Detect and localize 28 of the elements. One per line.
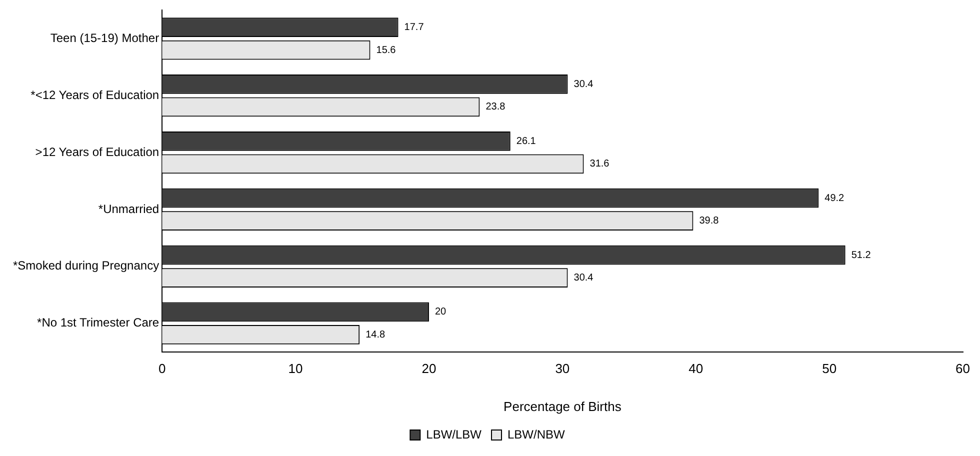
x-axis-title: Percentage of Births <box>504 398 622 414</box>
data-label: 31.6 <box>590 158 610 170</box>
data-label: 20 <box>434 306 447 318</box>
x-tick-label: 60 <box>956 361 970 376</box>
y-tick-label: *Smoked during Pregnancy <box>12 258 160 273</box>
data-label: 23.8 <box>486 102 506 113</box>
data-label: 14.8 <box>366 329 386 340</box>
legend-label: LBW/LBW <box>426 427 482 442</box>
data-label: 39.8 <box>699 216 720 227</box>
y-tick-label: *Unmarried <box>98 202 160 216</box>
data-label: 30.4 <box>574 78 594 90</box>
data-label: 17.7 <box>404 22 424 34</box>
y-tick-label: *<12 Years of Education <box>30 88 160 102</box>
x-tick-label: 10 <box>288 361 303 376</box>
x-tick-label: 20 <box>422 361 436 376</box>
x-tick-label: 0 <box>158 361 166 376</box>
x-tick-label: 30 <box>555 361 570 376</box>
y-tick-label: >12 Years of Education <box>35 144 160 159</box>
x-tick-label: 40 <box>688 361 704 376</box>
data-label: 49.2 <box>824 192 845 204</box>
y-tick-label: *No 1st Trimester Care <box>37 316 160 330</box>
data-label: 26.1 <box>516 136 536 147</box>
data-label: 30.4 <box>574 272 594 284</box>
data-label: 51.2 <box>851 250 872 261</box>
y-tick-label: Teen (15-19) Mother <box>50 30 160 45</box>
x-tick-label: 50 <box>822 361 837 376</box>
legend-label: LBW/NBW <box>508 427 566 442</box>
data-label: 15.6 <box>376 44 396 56</box>
